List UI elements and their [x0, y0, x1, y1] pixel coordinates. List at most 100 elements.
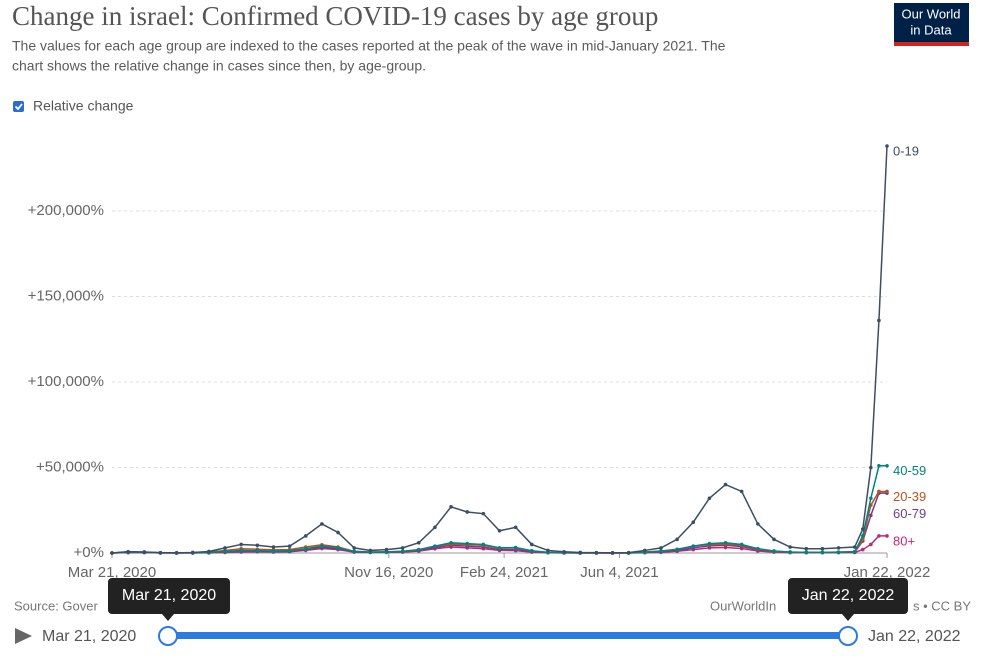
timeline: Mar 21, 2020 Jan 22, 2022 Mar 21, 2020 J…	[15, 578, 961, 646]
point	[110, 551, 114, 555]
tooltip-pointer	[162, 614, 174, 621]
tooltip-text: Jan 22, 2022	[802, 587, 895, 604]
point	[158, 550, 163, 555]
point	[174, 551, 179, 555]
point	[659, 546, 663, 550]
point	[400, 546, 405, 550]
point	[869, 513, 873, 518]
subtitle: The values for each age group are indexe…	[12, 38, 726, 54]
point	[691, 544, 696, 548]
series-label: 20-39	[893, 489, 926, 504]
point	[756, 546, 760, 551]
checkbox	[13, 101, 24, 112]
tooltip-text: Mar 21, 2020	[122, 587, 216, 604]
point	[885, 489, 889, 494]
series-line	[111, 145, 888, 554]
point	[852, 550, 857, 554]
point	[239, 542, 243, 547]
point	[497, 546, 502, 550]
series-line	[111, 465, 887, 554]
timeline-handle[interactable]	[838, 626, 858, 646]
point	[400, 549, 405, 554]
point	[707, 496, 712, 501]
point	[869, 542, 873, 547]
logo[interactable]: Our World in Data	[894, 3, 969, 46]
point	[772, 537, 776, 542]
logo-bar	[894, 42, 969, 46]
point	[465, 541, 470, 546]
point	[336, 530, 340, 535]
point	[303, 534, 308, 538]
point	[739, 542, 744, 547]
x-tick-label: Jun 4, 2021	[580, 564, 658, 581]
toggle[interactable]: Relative change	[13, 98, 134, 114]
point	[255, 548, 260, 553]
tooltip-pointer	[842, 614, 854, 621]
x-tick-label: Feb 24, 2021	[460, 564, 548, 581]
point	[416, 548, 421, 552]
point	[756, 522, 760, 526]
play-button[interactable]	[15, 628, 32, 644]
point	[723, 482, 728, 487]
point	[255, 543, 260, 548]
point	[546, 548, 550, 553]
point	[675, 547, 679, 552]
timeline-start: Mar 21, 2020	[42, 628, 136, 645]
point	[804, 546, 809, 551]
point	[465, 510, 470, 514]
series-line	[111, 490, 887, 554]
point	[610, 551, 615, 555]
source: Source: Gover	[14, 598, 98, 613]
point	[869, 496, 873, 501]
point	[675, 537, 679, 542]
point	[513, 545, 518, 550]
point	[513, 525, 518, 530]
point	[885, 144, 889, 148]
logo-text: in Data	[910, 22, 952, 37]
point	[877, 534, 881, 538]
point	[190, 550, 195, 555]
point	[352, 546, 356, 550]
point	[877, 318, 881, 323]
point	[320, 544, 324, 548]
point	[207, 549, 211, 554]
point	[287, 544, 292, 548]
point	[885, 534, 889, 538]
credit: OurWorldIn	[710, 598, 776, 613]
point	[885, 463, 889, 468]
credit: s • CC BY	[913, 598, 971, 613]
chart-title: Change in israel: Confirmed COVID-19 cas…	[12, 1, 658, 31]
point	[126, 549, 130, 554]
point	[449, 540, 453, 545]
point	[320, 522, 324, 526]
point	[691, 520, 696, 525]
series-label: 60-79	[893, 506, 926, 521]
logo-box	[894, 3, 969, 45]
point	[626, 550, 631, 555]
tooltip	[788, 578, 908, 614]
point	[336, 546, 340, 550]
point	[836, 550, 841, 554]
series-label: 80+	[893, 533, 915, 548]
point	[142, 550, 147, 554]
point	[529, 542, 534, 547]
series-label: 40-59	[893, 463, 926, 478]
timeline-handle[interactable]	[158, 626, 178, 646]
y-tick-label: +50,000%	[36, 458, 104, 475]
x-tick-label: Jan 22, 2022	[844, 564, 931, 581]
point	[433, 525, 437, 530]
point	[287, 548, 292, 553]
point	[239, 548, 243, 553]
point	[223, 546, 227, 550]
point	[788, 550, 792, 554]
point	[562, 550, 566, 554]
timeline-track	[168, 632, 848, 639]
y-tick-label: +0%	[74, 544, 104, 561]
point	[659, 549, 663, 554]
point	[368, 548, 373, 553]
point	[433, 544, 437, 548]
point	[271, 545, 276, 549]
point	[384, 547, 389, 552]
point	[223, 549, 227, 554]
